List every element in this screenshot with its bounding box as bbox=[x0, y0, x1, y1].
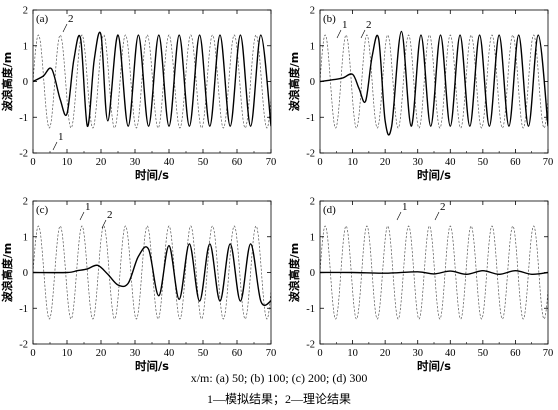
y-axis-title: 波浪高度/m bbox=[0, 243, 14, 302]
x-tick-label: 60 bbox=[510, 157, 521, 168]
series-1-simulated-line bbox=[33, 31, 271, 127]
curve-label-2: 2 bbox=[440, 201, 446, 213]
x-tick-label: 50 bbox=[198, 348, 209, 359]
x-tick-label: 20 bbox=[380, 348, 391, 359]
x-tick-label: 40 bbox=[445, 157, 456, 168]
curve-label-leader bbox=[434, 211, 440, 221]
x-tick-label: 20 bbox=[96, 348, 107, 359]
panel-c: 0 10 20 30 40 50 60 70 -2 -1 0 1 2 时间/s 波浪高度/m (c) 1 2 bbox=[0, 197, 276, 374]
x-axis-title: 时间/s bbox=[135, 168, 169, 182]
x-tick-label: 70 bbox=[266, 348, 277, 359]
series-2-theoretical-line bbox=[320, 34, 548, 129]
series-2-theoretical-line bbox=[33, 34, 271, 129]
x-axis-title: 时间/s bbox=[135, 359, 169, 373]
y-tick-label: 1 bbox=[23, 232, 28, 243]
x-tick-label: 40 bbox=[164, 157, 175, 168]
panel-label: (d) bbox=[323, 204, 336, 216]
y-tick-label: 2 bbox=[310, 197, 315, 208]
panel-label: (a) bbox=[36, 13, 49, 25]
x-tick-label: 60 bbox=[232, 348, 243, 359]
y-tick-label: -2 bbox=[19, 149, 28, 160]
y-tick-label: -2 bbox=[306, 149, 315, 160]
series-2-theoretical-line bbox=[320, 225, 548, 320]
panel-d: 0 10 20 30 40 50 60 70 -2 -1 0 1 2 时间/s 波浪高度/m (d) 1 2 bbox=[287, 197, 553, 374]
y-tick-label: -1 bbox=[19, 304, 28, 315]
curve-label-leader bbox=[101, 219, 107, 229]
curve-label-leader bbox=[52, 141, 58, 151]
x-tick-label: 70 bbox=[543, 157, 554, 168]
x-tick-label: 40 bbox=[445, 348, 456, 359]
y-tick-label: -2 bbox=[306, 340, 315, 351]
x-tick-label: 30 bbox=[412, 157, 423, 168]
x-tick-label: 70 bbox=[543, 348, 554, 359]
curve-label-2: 2 bbox=[107, 209, 113, 221]
series-1-simulated-line bbox=[320, 270, 548, 276]
y-tick-label: 2 bbox=[23, 197, 28, 208]
y-tick-label: 1 bbox=[23, 41, 28, 52]
x-axis-title: 时间/s bbox=[417, 168, 451, 182]
y-axis-title: 波浪高度/m bbox=[287, 243, 301, 302]
panel-a: 0 10 20 30 40 50 60 70 -2 -1 0 1 2 时间/s 波浪高度/m (a) 1 2 bbox=[0, 6, 276, 183]
x-tick-label: 10 bbox=[62, 348, 73, 359]
x-tick-label: 50 bbox=[198, 157, 209, 168]
y-tick-label: 1 bbox=[310, 41, 315, 52]
curve-label-1: 1 bbox=[342, 19, 348, 31]
curve-label-leader bbox=[360, 29, 366, 39]
curve-label-2: 2 bbox=[68, 13, 74, 25]
x-tick-label: 30 bbox=[412, 348, 423, 359]
x-tick-label: 50 bbox=[478, 348, 489, 359]
x-tick-label: 0 bbox=[317, 157, 322, 168]
curve-label-leader bbox=[396, 211, 402, 221]
x-tick-label: 60 bbox=[510, 348, 521, 359]
y-tick-label: -1 bbox=[306, 113, 315, 124]
panel-label: (c) bbox=[36, 204, 49, 216]
x-tick-label: 30 bbox=[130, 157, 141, 168]
curve-label-1: 1 bbox=[402, 201, 408, 213]
series-2-theoretical-line bbox=[33, 225, 271, 320]
series-1-simulated-line bbox=[320, 30, 548, 136]
y-axis-title: 波浪高度/m bbox=[0, 52, 14, 111]
x-tick-label: 0 bbox=[317, 348, 322, 359]
y-tick-label: -2 bbox=[19, 340, 28, 351]
x-tick-label: 70 bbox=[266, 157, 277, 168]
panel-label: (b) bbox=[323, 13, 336, 25]
x-tick-label: 10 bbox=[347, 157, 358, 168]
y-tick-label: 1 bbox=[310, 232, 315, 243]
x-tick-label: 20 bbox=[380, 157, 391, 168]
caption-parameters: x/m: (a) 50; (b) 100; (c) 200; (d) 300 bbox=[190, 371, 368, 385]
x-axis-title: 时间/s bbox=[417, 359, 451, 373]
x-tick-label: 20 bbox=[96, 157, 107, 168]
x-tick-label: 10 bbox=[62, 157, 73, 168]
curve-label-2: 2 bbox=[366, 19, 372, 31]
curve-label-leader bbox=[336, 29, 342, 39]
series-1-simulated-line bbox=[33, 243, 271, 306]
y-tick-label: 0 bbox=[23, 77, 28, 88]
curve-label-1: 1 bbox=[58, 131, 64, 143]
y-tick-label: -1 bbox=[306, 304, 315, 315]
caption-legend: 1—模拟结果；2—理论结果 bbox=[206, 392, 351, 406]
y-tick-label: 2 bbox=[23, 6, 28, 17]
y-tick-label: 0 bbox=[310, 77, 315, 88]
curve-label-leader bbox=[62, 23, 68, 33]
y-tick-label: 2 bbox=[310, 6, 315, 17]
panel-b: 0 10 20 30 40 50 60 70 -2 -1 0 1 2 时间/s 波浪高度/m (b) 1 2 bbox=[287, 6, 553, 183]
x-tick-label: 50 bbox=[478, 157, 489, 168]
x-tick-label: 0 bbox=[30, 157, 35, 168]
y-tick-label: 0 bbox=[23, 268, 28, 279]
y-tick-label: 0 bbox=[310, 268, 315, 279]
x-tick-label: 30 bbox=[130, 348, 141, 359]
x-tick-label: 60 bbox=[232, 157, 243, 168]
curve-label-leader bbox=[79, 211, 85, 221]
x-tick-label: 0 bbox=[30, 348, 35, 359]
y-tick-label: -1 bbox=[19, 113, 28, 124]
x-tick-label: 40 bbox=[164, 348, 175, 359]
curve-label-1: 1 bbox=[85, 201, 91, 213]
x-tick-label: 10 bbox=[347, 348, 358, 359]
y-axis-title: 波浪高度/m bbox=[287, 52, 301, 111]
